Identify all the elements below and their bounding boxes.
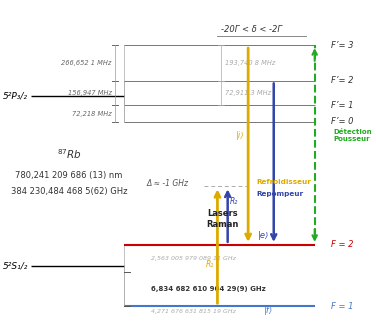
Text: |f⟩: |f⟩ <box>264 306 273 315</box>
Text: 2,563 005 979 089 11 GHz: 2,563 005 979 089 11 GHz <box>151 256 236 261</box>
Text: R₂: R₂ <box>229 196 238 205</box>
Text: $^{87}$Rb: $^{87}$Rb <box>56 147 82 161</box>
Text: 4,271 676 631 815 19 GHz: 4,271 676 631 815 19 GHz <box>151 309 236 314</box>
Text: -20Γ < δ < -2Γ: -20Γ < δ < -2Γ <box>221 25 282 34</box>
Text: 6,834 682 610 904 29(9) GHz: 6,834 682 610 904 29(9) GHz <box>151 286 266 292</box>
Text: 5²P₃/₂: 5²P₃/₂ <box>3 91 28 100</box>
Text: |i⟩: |i⟩ <box>235 131 244 140</box>
Text: 156,947 MHz: 156,947 MHz <box>68 90 112 96</box>
Text: F = 1: F = 1 <box>331 302 354 311</box>
Text: F = 2: F = 2 <box>331 240 354 249</box>
Text: 5²S₁/₂: 5²S₁/₂ <box>3 262 28 271</box>
Text: Lasers
Raman: Lasers Raman <box>206 209 239 229</box>
Text: |e⟩: |e⟩ <box>258 231 270 240</box>
Text: Détection
Pousseur: Détection Pousseur <box>334 129 372 142</box>
Text: Δ ≈ -1 GHz: Δ ≈ -1 GHz <box>146 179 188 188</box>
Text: 266,652 1 MHz: 266,652 1 MHz <box>61 60 112 66</box>
Text: 384 230,484 468 5(62) GHz: 384 230,484 468 5(62) GHz <box>11 186 127 195</box>
Text: F’= 1: F’= 1 <box>331 101 354 110</box>
Text: F’= 3: F’= 3 <box>331 41 354 50</box>
Text: F’= 2: F’= 2 <box>331 76 354 85</box>
Text: 72,911 3 MHz: 72,911 3 MHz <box>225 90 271 96</box>
Text: 72,218 MHz: 72,218 MHz <box>72 111 112 117</box>
Text: 193,740 8 MHz: 193,740 8 MHz <box>225 60 275 66</box>
Text: 780,241 209 686 (13) nm: 780,241 209 686 (13) nm <box>15 171 123 180</box>
Text: Refroidisseur: Refroidisseur <box>257 179 312 185</box>
Text: F’= 0: F’= 0 <box>331 118 354 127</box>
Text: R₁: R₁ <box>206 259 214 268</box>
Text: Repompeur: Repompeur <box>257 191 304 197</box>
